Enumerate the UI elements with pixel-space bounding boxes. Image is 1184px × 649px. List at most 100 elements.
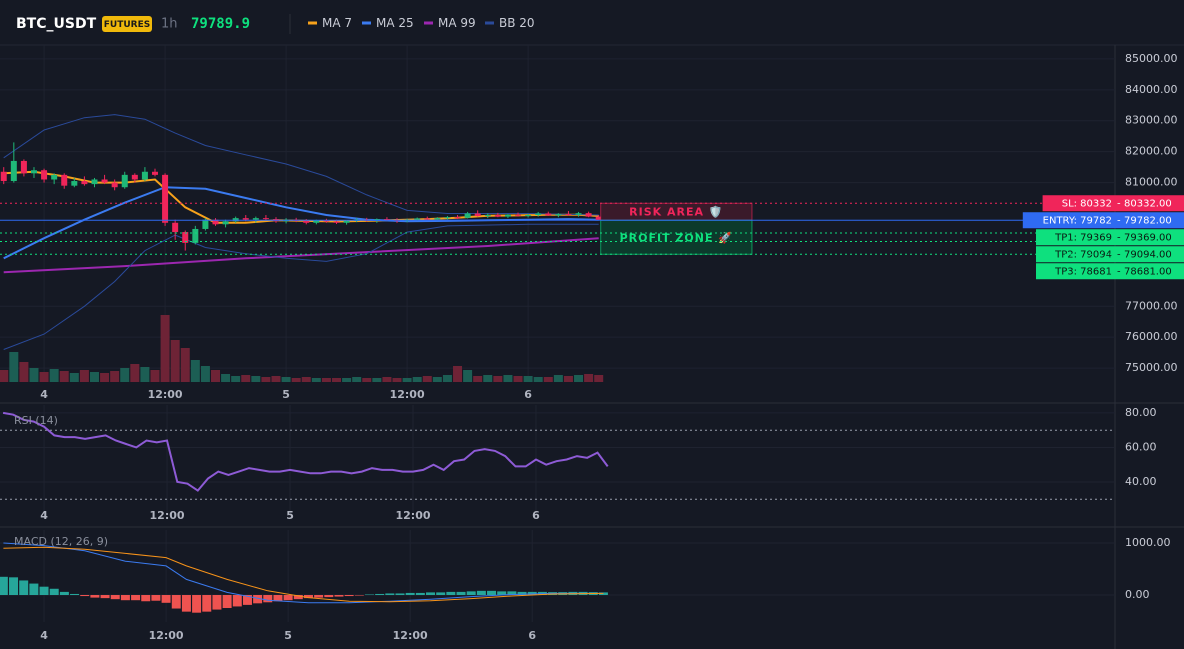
- y-tick-label: 0.00: [1125, 588, 1150, 601]
- volume-bar: [311, 378, 321, 382]
- volume-bar: [210, 370, 220, 382]
- level-separator: -: [1117, 233, 1121, 244]
- volume-bar: [422, 376, 432, 382]
- histogram-bar: [283, 595, 293, 601]
- volume-bar: [261, 377, 271, 382]
- volume-bar: [483, 375, 493, 382]
- histogram-bar: [161, 595, 171, 603]
- x-tick-label: 6: [524, 388, 532, 401]
- candle-body: [575, 213, 582, 215]
- level-tag: [1022, 212, 1184, 229]
- histogram-bar: [405, 592, 415, 596]
- candle-body: [232, 218, 239, 222]
- x-tick-label: 12:00: [149, 629, 184, 642]
- legend-label: BB 20: [499, 16, 535, 30]
- level-separator: -: [1117, 250, 1121, 261]
- y-tick-label: 1000.00: [1125, 536, 1171, 549]
- volume-bar: [594, 375, 604, 382]
- volume-bar: [453, 366, 463, 382]
- volume-bar: [39, 372, 49, 382]
- histogram-bar: [49, 588, 59, 596]
- x-tick-label: 5: [282, 388, 290, 401]
- histogram-bar: [344, 595, 354, 597]
- histogram-bar: [202, 595, 212, 612]
- histogram-bar: [90, 595, 100, 598]
- level-price: 79094.00: [1124, 250, 1172, 261]
- histogram-bar: [517, 591, 527, 596]
- last-price: 79789.9: [191, 16, 250, 32]
- level-tag: [1036, 229, 1184, 246]
- volume-bar: [49, 369, 59, 382]
- bollinger-band: [3, 114, 599, 216]
- candle-body: [464, 213, 471, 218]
- histogram-bar: [385, 593, 395, 596]
- histogram-bar: [598, 592, 608, 596]
- volume-bar: [342, 378, 352, 382]
- histogram-bar: [497, 591, 507, 596]
- pane: 4 12:00 5 12:00 6 80.00 60.00 40.00 RSI (14): [0, 405, 1157, 522]
- candle-body: [303, 220, 310, 223]
- y-tick-label: 81000.00: [1125, 176, 1178, 189]
- volume-bar: [9, 352, 19, 382]
- candle-body: [172, 222, 179, 233]
- legend-label: MA 99: [438, 16, 476, 30]
- candle-body: [444, 217, 451, 219]
- volume-bar: [110, 371, 120, 382]
- candle-body: [515, 214, 522, 216]
- histogram-bar: [507, 591, 517, 596]
- level-separator: -: [1117, 216, 1121, 227]
- candle-body: [41, 170, 48, 180]
- volume-bar: [362, 378, 372, 382]
- level-label: TP3: 78681: [1054, 267, 1112, 278]
- volume-bar: [29, 368, 39, 382]
- histogram-bar: [192, 595, 202, 613]
- pane: 4 12:00 5 12:00 6 1000.00 0.00 MACD (12, 26, 9): [0, 530, 1171, 642]
- candle-body: [565, 214, 572, 216]
- candle-body: [383, 219, 390, 221]
- x-tick-label: 6: [532, 509, 540, 522]
- candle-body: [525, 215, 532, 217]
- y-tick-label: 83000.00: [1125, 114, 1178, 127]
- x-tick-label: 6: [528, 629, 536, 642]
- symbol: BTC_USDT: [16, 16, 97, 32]
- rsi-line: [2, 411, 609, 492]
- x-tick-label: 12:00: [148, 388, 183, 401]
- candle-body: [252, 218, 259, 220]
- y-tick-label: 80.00: [1125, 406, 1157, 419]
- histogram-bar: [141, 595, 151, 602]
- histogram-bar: [100, 595, 110, 599]
- candle-body: [141, 171, 148, 180]
- level-label: SL: 80332: [1062, 199, 1112, 210]
- candle-body: [484, 215, 491, 217]
- candle-body: [111, 182, 118, 188]
- candle-body: [414, 218, 421, 220]
- level-tag: [1042, 195, 1184, 212]
- volume-bar: [79, 370, 89, 382]
- candle-body: [192, 228, 199, 243]
- candle-body: [313, 220, 320, 223]
- volume-bar: [412, 377, 422, 382]
- level-tag: [1036, 263, 1184, 280]
- y-tick-label: 75000.00: [1125, 361, 1178, 374]
- histogram-bar: [263, 595, 273, 603]
- volume-bar: [190, 360, 200, 382]
- volume-bar: [120, 368, 130, 382]
- candle-body: [424, 218, 431, 220]
- histogram-bar: [131, 595, 141, 601]
- volume-bar: [503, 375, 513, 382]
- candle-body: [71, 181, 78, 186]
- candle-body: [30, 170, 37, 174]
- level-separator: -: [1117, 267, 1121, 278]
- volume-bar: [281, 377, 291, 382]
- legend-label: MA 7: [322, 16, 352, 30]
- x-tick-label: 4: [40, 509, 48, 522]
- candle-body: [182, 232, 189, 243]
- volume-bar: [392, 378, 402, 382]
- histogram-bar: [222, 595, 232, 609]
- histogram-bar: [181, 595, 191, 612]
- level-label: TP1: 79369: [1054, 233, 1112, 244]
- volume-bar: [0, 370, 9, 382]
- histogram-bar: [110, 595, 120, 600]
- volume-bar: [543, 377, 553, 382]
